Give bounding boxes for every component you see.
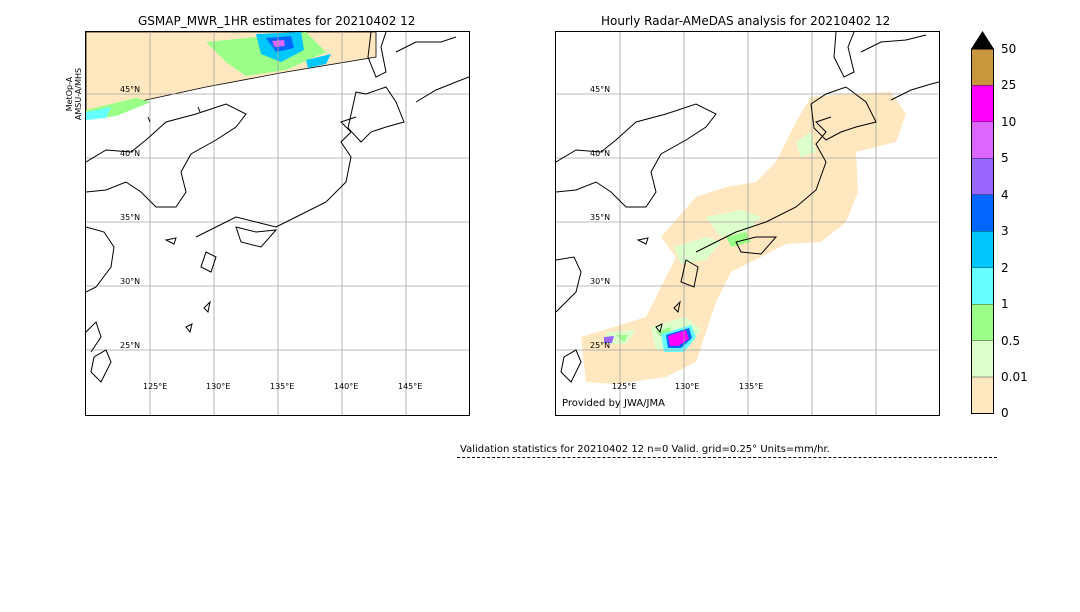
left-map-title: GSMAP_MWR_1HR estimates for 20210402 12 — [138, 14, 416, 28]
colorbar-swatch-0.01 — [971, 340, 994, 378]
satellite-name: MetOp-A — [65, 76, 74, 112]
rain-patch-east — [306, 54, 331, 68]
right-map-canvas: 45°N 40°N 35°N 30°N 25°N 125°E 130°E 135… — [556, 32, 939, 415]
colorbar-swatches — [971, 48, 994, 414]
rain-patch-magenta — [272, 40, 285, 47]
colorbar-label-25: 25 — [1001, 78, 1017, 92]
r-lat-label-25: 25°N — [590, 341, 610, 350]
r-lat-label-35: 35°N — [590, 213, 610, 222]
lon-label-135: 135°E — [270, 382, 294, 391]
lat-label-40: 40°N — [120, 149, 140, 158]
r-lon-label-125: 125°E — [612, 382, 636, 391]
colorbar-swatch-1 — [971, 267, 994, 305]
colorbar-label-2: 2 — [1001, 261, 1009, 275]
colorbar-label-5: 5 — [1001, 151, 1009, 165]
right-map-title: Hourly Radar-AMeDAS analysis for 2021040… — [601, 14, 891, 28]
colorbar-swatch-4 — [971, 158, 994, 195]
data-credit: Provided by JWA/JMA — [562, 398, 665, 409]
colorbar-label-0.5: 0.5 — [1001, 334, 1021, 348]
lat-label-30: 30°N — [120, 277, 140, 286]
colorbar-label-10: 10 — [1001, 115, 1017, 129]
sensor-name: AMSU-A/MHS — [74, 67, 83, 121]
colorbar — [971, 31, 994, 414]
colorbar-label-0.01: 0.01 — [1001, 370, 1028, 384]
right-map-panel: 45°N 40°N 35°N 30°N 25°N 125°E 130°E 135… — [555, 31, 940, 416]
colorbar-over-arrow — [971, 31, 994, 49]
colorbar-label-4: 4 — [1001, 188, 1009, 202]
colorbar-swatch-25 — [971, 48, 994, 86]
right-coastlines — [556, 32, 939, 383]
right-graticule — [556, 32, 939, 415]
lat-label-35: 35°N — [120, 213, 140, 222]
colorbar-swatch-5 — [971, 121, 994, 159]
left-coastlines — [86, 32, 469, 383]
lat-label-25: 25°N — [120, 341, 140, 350]
colorbar-swatch-2 — [971, 231, 994, 268]
colorbar-swatch-3 — [971, 194, 994, 232]
colorbar-label-0: 0 — [1001, 406, 1009, 420]
colorbar-swatch-10 — [971, 85, 994, 123]
lon-label-130: 130°E — [206, 382, 230, 391]
satellite-label: MetOp-A AMSU-A/MHS — [65, 64, 83, 124]
r-lat-label-45: 45°N — [590, 85, 610, 94]
lon-label-145: 145°E — [398, 382, 422, 391]
rain-cell-violet — [604, 336, 614, 343]
rain-patch-teal — [86, 107, 111, 120]
right-islands — [636, 237, 681, 334]
lat-label-45: 45°N — [120, 85, 140, 94]
r-lat-label-40: 40°N — [590, 149, 610, 158]
left-map-panel: 45°N 40°N 35°N 30°N 25°N 125°E 130°E 135… — [85, 31, 470, 416]
colorbar-label-3: 3 — [1001, 224, 1009, 238]
colorbar-swatch-0.5 — [971, 303, 994, 341]
validation-divider — [457, 457, 997, 458]
left-map-canvas: 45°N 40°N 35°N 30°N 25°N 125°E 130°E 135… — [86, 32, 469, 415]
validation-statistics: Validation statistics for 20210402 12 n=… — [460, 444, 830, 455]
left-graticule — [86, 32, 469, 415]
r-lat-label-30: 30°N — [590, 277, 610, 286]
left-islands — [147, 106, 211, 334]
colorbar-label-1: 1 — [1001, 297, 1009, 311]
lon-label-140: 140°E — [334, 382, 358, 391]
colorbar-swatch-0 — [971, 376, 994, 414]
colorbar-label-50: 50 — [1001, 42, 1017, 56]
r-lon-label-130: 130°E — [675, 382, 699, 391]
lon-label-125: 125°E — [143, 382, 167, 391]
r-lon-label-135: 135°E — [739, 382, 763, 391]
